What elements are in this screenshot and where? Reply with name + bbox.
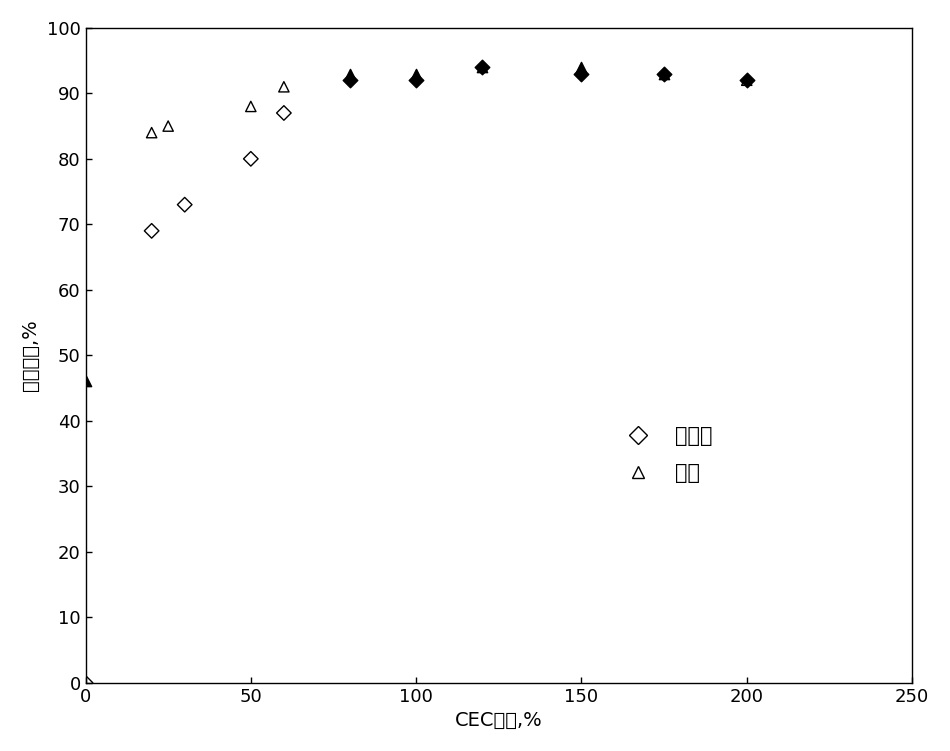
Point (342, 74, 357, 86)
Point (243, 101, 258, 113)
Point (408, 68, 424, 80)
Point (276, 81, 292, 93)
X-axis label: CEC含量,%: CEC含量,% (455, 711, 542, 730)
Point (574, 68, 589, 80)
Point (475, 61, 490, 73)
Point (243, 152, 258, 164)
Point (276, 107, 292, 119)
Y-axis label: 蒸去除率,%: 蒸去除率,% (21, 319, 40, 391)
Point (177, 199, 192, 211)
Point (78, 677, 93, 689)
Point (342, 68, 357, 80)
Point (161, 120, 176, 132)
Point (144, 225, 160, 237)
Point (78, 376, 93, 388)
Legend: 粉末状, 球状: 粉末状, 球状 (608, 418, 721, 491)
Point (739, 74, 754, 86)
Point (408, 74, 424, 86)
Point (656, 68, 672, 80)
Point (475, 61, 490, 73)
Point (656, 68, 672, 80)
Point (739, 74, 754, 86)
Point (144, 127, 160, 139)
Point (574, 61, 589, 73)
